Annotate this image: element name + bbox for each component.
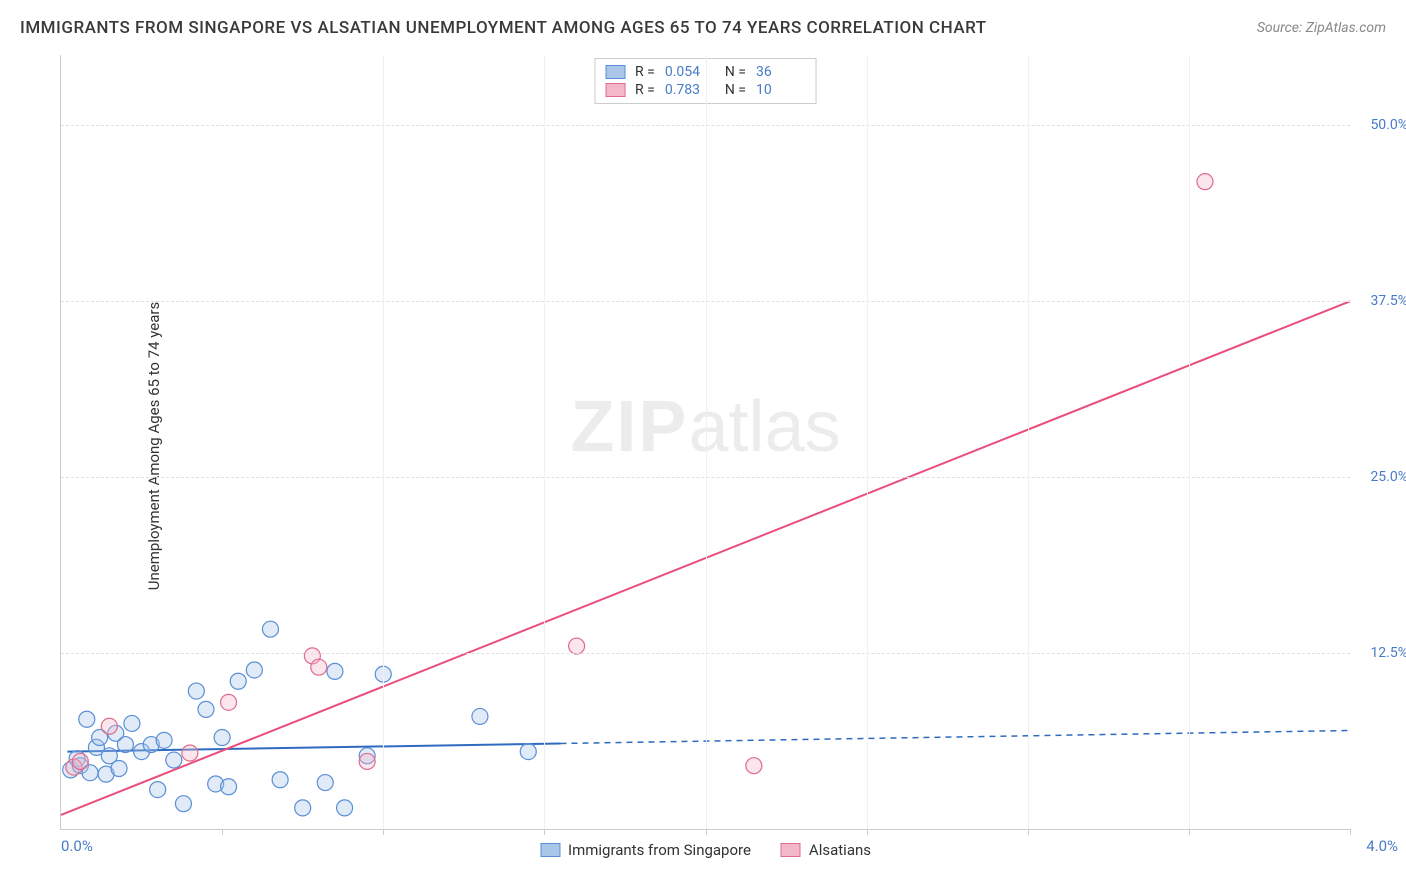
data-point	[746, 758, 762, 774]
data-point	[79, 711, 95, 727]
data-point	[359, 753, 375, 769]
r-label: R =	[635, 64, 655, 80]
y-tick-label: 12.5%	[1370, 645, 1406, 661]
gridline-v	[1028, 55, 1029, 829]
r-value: 0.783	[665, 82, 715, 98]
data-point	[246, 662, 262, 678]
x-tick	[383, 829, 384, 835]
r-value: 0.054	[665, 64, 715, 80]
legend-item: Alsatians	[781, 841, 871, 859]
data-point	[1197, 174, 1213, 190]
x-tick	[222, 829, 223, 835]
x-tick	[867, 829, 868, 835]
data-point	[124, 715, 140, 731]
legend-swatch-blue	[605, 65, 625, 79]
data-point	[188, 683, 204, 699]
data-point	[214, 730, 230, 746]
gridline-v	[867, 55, 868, 829]
data-point	[72, 753, 88, 769]
legend-series: Immigrants from Singapore Alsatians	[540, 841, 871, 859]
n-label: N =	[725, 82, 746, 98]
data-point	[311, 659, 327, 675]
x-max-label: 4.0%	[1366, 837, 1398, 855]
legend-label: Alsatians	[809, 841, 871, 859]
gridline-v	[706, 55, 707, 829]
x-min-label: 0.0%	[61, 837, 93, 855]
n-value: 10	[756, 82, 806, 98]
chart-container: IMMIGRANTS FROM SINGAPORE VS ALSATIAN UN…	[0, 0, 1406, 892]
data-point	[166, 752, 182, 768]
n-value: 36	[756, 64, 806, 80]
trend-line-dashed	[560, 730, 1350, 743]
y-tick-label: 50.0%	[1370, 117, 1406, 133]
data-point	[295, 800, 311, 816]
x-tick	[544, 829, 545, 835]
chart-source: Source: ZipAtlas.com	[1257, 20, 1386, 36]
data-point	[175, 796, 191, 812]
gridline-v	[544, 55, 545, 829]
r-label: R =	[635, 82, 655, 98]
data-point	[150, 782, 166, 798]
data-point	[262, 621, 278, 637]
legend-swatch-blue	[540, 843, 560, 857]
legend-label: Immigrants from Singapore	[568, 841, 751, 859]
gridline-v	[1189, 55, 1190, 829]
legend-swatch-pink	[605, 83, 625, 97]
x-tick	[1350, 829, 1351, 835]
data-point	[221, 694, 237, 710]
x-tick	[1189, 829, 1190, 835]
plot-area: ZIPatlas R = 0.054 N = 36 R = 0.783 N = …	[60, 55, 1350, 830]
x-tick	[1028, 829, 1029, 835]
legend-swatch-pink	[781, 843, 801, 857]
y-tick-label: 37.5%	[1370, 293, 1406, 309]
legend-item: Immigrants from Singapore	[540, 841, 751, 859]
data-point	[272, 772, 288, 788]
data-point	[101, 718, 117, 734]
gridline-v	[383, 55, 384, 829]
data-point	[182, 745, 198, 761]
data-point	[117, 737, 133, 753]
data-point	[472, 708, 488, 724]
data-point	[569, 638, 585, 654]
data-point	[337, 800, 353, 816]
n-label: N =	[725, 64, 746, 80]
x-tick	[706, 829, 707, 835]
data-point	[327, 663, 343, 679]
data-point	[111, 760, 127, 776]
data-point	[156, 732, 172, 748]
data-point	[520, 744, 536, 760]
y-tick-label: 25.0%	[1370, 469, 1406, 485]
data-point	[221, 779, 237, 795]
data-point	[230, 673, 246, 689]
data-point	[198, 701, 214, 717]
chart-title: IMMIGRANTS FROM SINGAPORE VS ALSATIAN UN…	[20, 18, 987, 38]
data-point	[317, 775, 333, 791]
